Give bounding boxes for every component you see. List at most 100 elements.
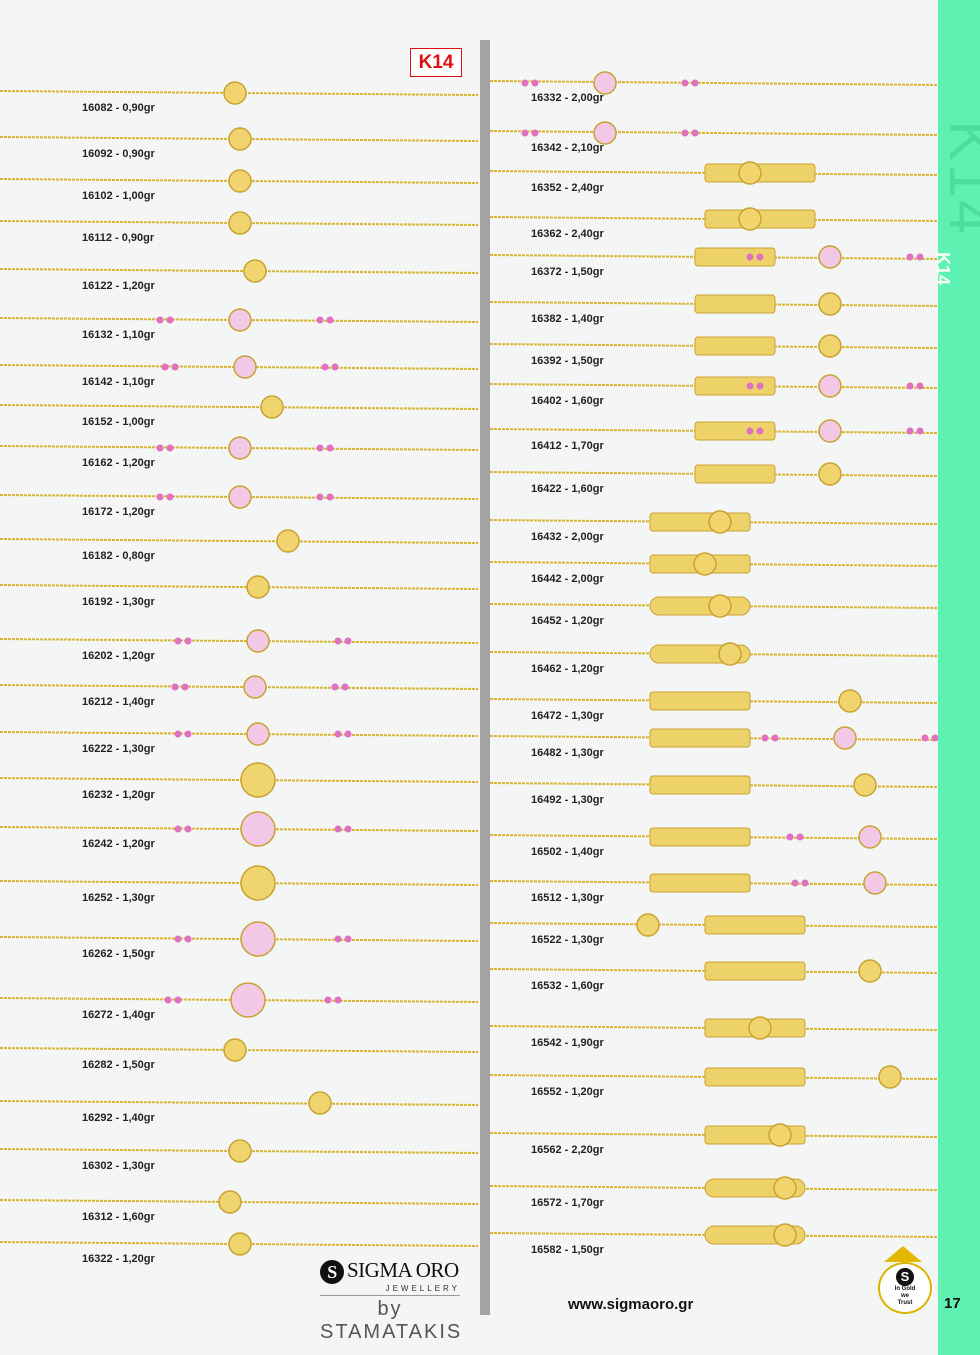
product-label: 16152 - 1,00gr (82, 416, 155, 428)
bead (691, 129, 699, 137)
charm (246, 722, 270, 746)
product-label: 16202 - 1,20gr (82, 650, 155, 662)
bead (334, 825, 342, 833)
bead (174, 730, 182, 738)
bead (921, 734, 929, 742)
bead (334, 637, 342, 645)
bead (184, 637, 192, 645)
bead (746, 427, 754, 435)
product-label: 16422 - 1,60gr (531, 483, 604, 495)
id-plate (649, 691, 751, 711)
charm (240, 865, 276, 901)
bead (691, 79, 699, 87)
charm (223, 81, 247, 105)
bead (916, 253, 924, 261)
bead (681, 129, 689, 137)
charm (593, 121, 617, 145)
bead (756, 427, 764, 435)
charm (773, 1176, 797, 1200)
charm (738, 161, 762, 185)
sigma-oro-logo: S SIGMA ORO JEWELLERY by STAMATAKIS (320, 1258, 460, 1344)
charm (853, 773, 877, 797)
bead (791, 879, 799, 887)
charm (228, 485, 252, 509)
product-label: 16512 - 1,30gr (531, 892, 604, 904)
product-label: 16562 - 2,20gr (531, 1144, 604, 1156)
bead (326, 444, 334, 452)
bead (344, 935, 352, 943)
product-label: 16452 - 1,20gr (531, 615, 604, 627)
id-plate (694, 464, 776, 484)
charm (276, 529, 300, 553)
product-label: 16332 - 2,00gr (531, 92, 604, 104)
charm (228, 308, 252, 332)
product-label: 16092 - 0,90gr (82, 148, 155, 160)
charm (240, 921, 276, 957)
bead (184, 825, 192, 833)
id-plate (649, 512, 751, 532)
bead (756, 382, 764, 390)
karat-badge: K14 (410, 48, 462, 77)
bead (166, 444, 174, 452)
charm (818, 292, 842, 316)
bead (171, 363, 179, 371)
charm (240, 762, 276, 798)
bead (746, 253, 754, 261)
charm (878, 1065, 902, 1089)
id-plate (704, 915, 806, 935)
product-label: 16192 - 1,30gr (82, 596, 155, 608)
bead (156, 493, 164, 501)
product-label: 16182 - 0,80gr (82, 550, 155, 562)
charm (228, 169, 252, 193)
bead (796, 833, 804, 841)
id-plate (649, 827, 751, 847)
charm (233, 355, 257, 379)
logo-sub: JEWELLERY (320, 1284, 460, 1297)
chain (489, 130, 939, 136)
chain (0, 136, 479, 142)
badge-text: Trust (897, 1300, 913, 1306)
charm (773, 1223, 797, 1247)
logo-s-icon: S (320, 1260, 344, 1285)
chain (489, 80, 939, 86)
id-plate (704, 961, 806, 981)
badge-s-icon: S (896, 1268, 914, 1286)
product-label: 16432 - 2,00gr (531, 531, 604, 543)
id-plate (649, 596, 751, 616)
id-plate (649, 728, 751, 748)
charm (738, 207, 762, 231)
product-label: 16242 - 1,20gr (82, 838, 155, 850)
charm (708, 510, 732, 534)
bead (321, 363, 329, 371)
id-plate (694, 421, 776, 441)
charm (228, 1232, 252, 1256)
id-plate (649, 775, 751, 795)
chain (0, 1100, 479, 1106)
product-label: 16122 - 1,20gr (82, 280, 155, 292)
charm (818, 334, 842, 358)
bead (174, 996, 182, 1004)
product-label: 16252 - 1,30gr (82, 892, 155, 904)
charm (230, 982, 266, 1018)
charm (718, 642, 742, 666)
product-label: 16232 - 1,20gr (82, 789, 155, 801)
chain (0, 1241, 479, 1247)
charm (228, 1139, 252, 1163)
bead (531, 129, 539, 137)
chain (0, 364, 479, 370)
bead (746, 382, 754, 390)
bead (184, 730, 192, 738)
charm (708, 594, 732, 618)
charm (818, 245, 842, 269)
bead (316, 493, 324, 501)
chain (0, 317, 479, 323)
bead (334, 730, 342, 738)
charm (228, 436, 252, 460)
id-plate (694, 336, 776, 356)
product-label: 16342 - 2,10gr (531, 142, 604, 154)
id-plate (704, 1067, 806, 1087)
charm (260, 395, 284, 419)
product-label: 16302 - 1,30gr (82, 1160, 155, 1172)
charm (223, 1038, 247, 1062)
product-label: 16482 - 1,30gr (531, 747, 604, 759)
